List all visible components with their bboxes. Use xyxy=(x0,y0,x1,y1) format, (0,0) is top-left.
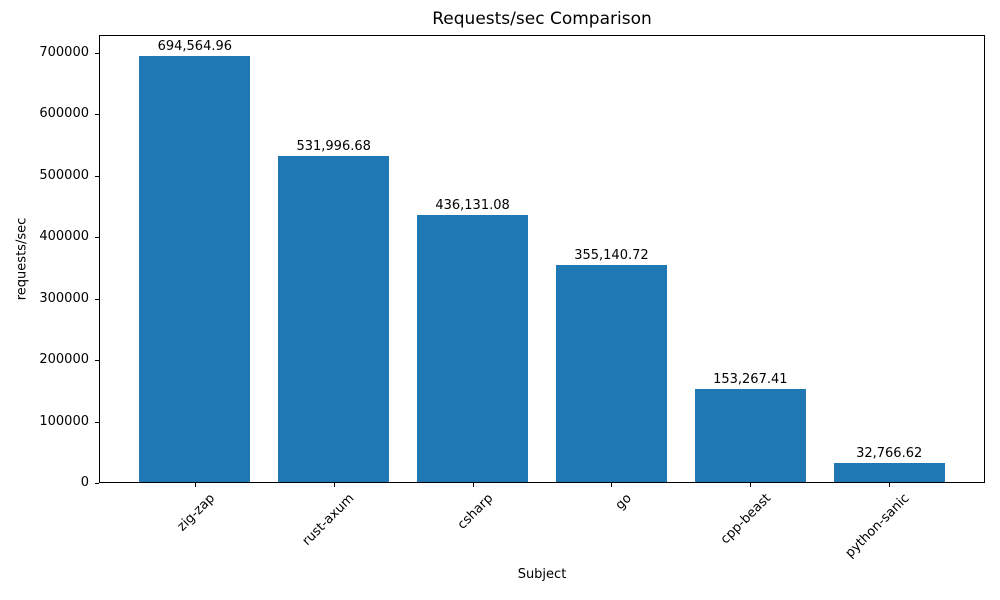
x-tick-label: cpp-beast xyxy=(717,491,774,548)
y-tick-label: 200000 xyxy=(39,352,89,368)
x-tick-label: go xyxy=(612,491,636,514)
bar-value-label: 355,140.72 xyxy=(574,247,649,263)
y-tick-label: 700000 xyxy=(39,44,89,60)
x-tick-mark xyxy=(611,483,613,487)
x-tick-label: zig-zap xyxy=(175,491,219,535)
bar-go xyxy=(555,264,667,483)
bar-rust-axum xyxy=(278,156,390,483)
y-tick-label: 600000 xyxy=(39,106,89,122)
y-tick-mark xyxy=(95,298,99,300)
y-tick-label: 100000 xyxy=(39,413,89,429)
chart-title: Requests/sec Comparison xyxy=(432,9,652,29)
y-tick-label: 500000 xyxy=(39,167,89,183)
y-tick-mark xyxy=(95,52,99,54)
x-tick-mark xyxy=(472,483,474,487)
x-tick-mark xyxy=(194,483,196,487)
x-tick-mark xyxy=(889,483,891,487)
bar-value-label: 32,766.62 xyxy=(856,445,923,461)
x-tick-label: rust-axum xyxy=(299,491,358,549)
y-tick-mark xyxy=(95,360,99,362)
bar-python-sanic xyxy=(833,462,945,483)
y-tick-label: 400000 xyxy=(39,229,89,245)
y-tick-mark xyxy=(95,175,99,177)
y-tick-mark xyxy=(95,421,99,423)
x-tick-mark xyxy=(333,483,335,487)
bar-value-label: 694,564.96 xyxy=(157,39,233,55)
bar-value-label: 531,996.68 xyxy=(296,139,371,155)
y-tick-label: 300000 xyxy=(39,290,89,306)
bar-value-label: 436,131.08 xyxy=(435,198,510,214)
x-tick-mark xyxy=(750,483,752,487)
bar-zig-zap xyxy=(139,56,251,483)
x-tick-label: python-sanic xyxy=(842,491,913,561)
plot-area: 694,564.96 531,996.68 436,131.08 355,140.72… xyxy=(99,35,985,483)
x-axis-label: Subject xyxy=(517,567,567,582)
y-tick-mark xyxy=(95,114,99,116)
bar-csharp xyxy=(417,215,529,483)
y-tick-label: 0 xyxy=(80,475,89,490)
bar-cpp-beast xyxy=(694,388,806,483)
x-tick-label: csharp xyxy=(454,491,497,533)
y-tick-mark xyxy=(95,237,99,239)
bar-value-label: 153,267.41 xyxy=(713,371,788,387)
y-tick-mark xyxy=(95,483,99,484)
